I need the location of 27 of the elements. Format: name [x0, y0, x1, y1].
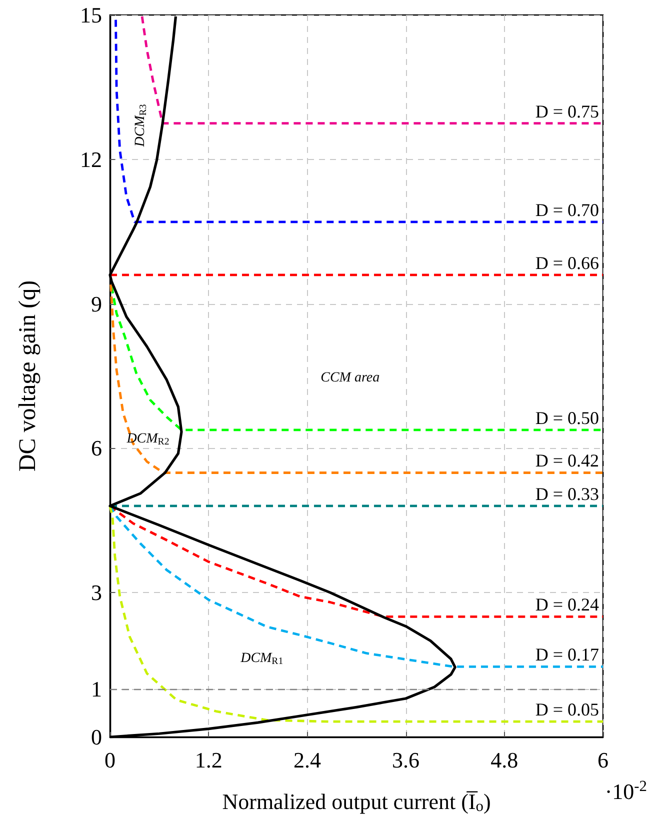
series-label: D = 0.70	[535, 200, 599, 220]
x-tick-label: 3.6	[392, 748, 420, 772]
y-tick-label: 1	[91, 676, 102, 702]
annotation: CCM area	[320, 370, 380, 386]
y-tick-label: 6	[91, 436, 102, 461]
y-tick-label: 12	[80, 146, 102, 172]
x-tick-label: 4.8	[490, 748, 518, 772]
series-label: D = 0.66	[535, 252, 599, 273]
series-label: D = 0.50	[535, 408, 599, 428]
series-label: D = 0.33	[535, 484, 599, 504]
series-label: D = 0.24	[535, 594, 599, 615]
series-label: D = 0.75	[535, 101, 599, 122]
line-series	[110, 283, 604, 474]
x-tick-label: 6	[598, 748, 608, 772]
y-tick-label: 3	[91, 580, 102, 606]
series-label: D = 0.42	[535, 450, 599, 471]
x-tick-label: 1.2	[194, 748, 222, 772]
y-tick-label: 15	[80, 2, 102, 28]
line-series	[108, 504, 604, 723]
line-series	[114, 18, 604, 224]
y-tick-label: 0	[91, 724, 102, 750]
y-tick-label: 9	[91, 291, 102, 316]
series-label: D = 0.17	[535, 644, 599, 665]
x-tick-label: 2.4	[293, 748, 321, 772]
y-axis-title: DC voltage gain (q)	[15, 280, 41, 472]
annotation: DCMR3	[133, 104, 150, 148]
series-label: D = 0.05	[535, 700, 599, 720]
